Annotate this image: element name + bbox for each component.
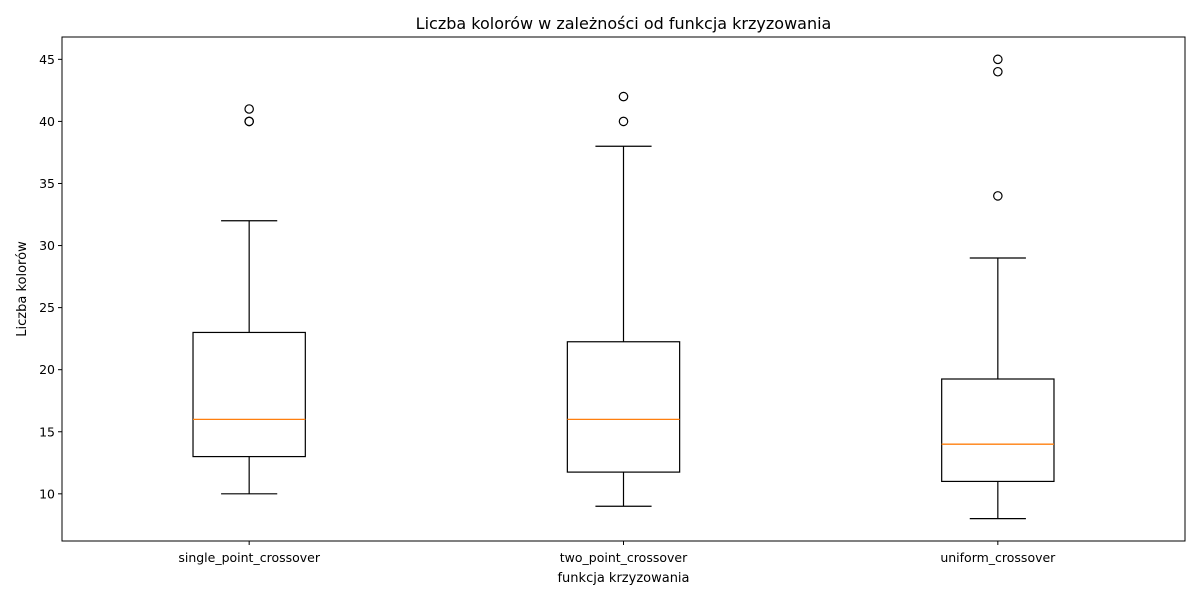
box-iqr: [192, 331, 306, 458]
y-tick-label: 10: [39, 486, 55, 501]
outlier-point: [993, 54, 1003, 65]
y-tick-label: 20: [39, 362, 55, 377]
axes-frame: [61, 36, 1186, 542]
y-tick-label: 25: [39, 300, 55, 315]
y-tick-label: 35: [39, 176, 55, 191]
chart-title: Liczba kolorów w zależności od funkcja k…: [416, 14, 832, 33]
outlier-point: [993, 191, 1003, 201]
y-tick-label: 45: [39, 52, 55, 67]
y-tick-label: 30: [39, 238, 55, 253]
outlier-point: [993, 66, 1003, 77]
box-iqr: [941, 378, 1055, 483]
x-tick-label: two_point_crossover: [560, 550, 688, 565]
box-iqr: [566, 341, 681, 473]
outlier-point: [244, 116, 254, 127]
plot-area: 10 15 20 25 30 35 40 45 single_point_crossover tw…: [39, 36, 1186, 565]
outlier-point: [244, 104, 254, 114]
y-tick-label: 15: [39, 424, 55, 439]
x-axis-label: funkcja krzyzowania: [557, 571, 689, 586]
y-tick-label: 40: [39, 114, 55, 129]
outlier-point: [618, 116, 629, 127]
x-tick-label: uniform_crossover: [940, 550, 1056, 565]
outlier-point: [618, 91, 629, 102]
y-axis-label: Liczba kolorów: [15, 241, 30, 337]
x-tick-label: single_point_crossover: [178, 550, 321, 565]
